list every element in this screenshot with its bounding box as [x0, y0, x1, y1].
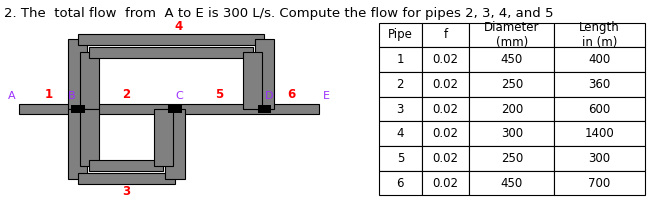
Text: C: C [176, 91, 183, 101]
Bar [68, 109, 87, 179]
Text: 4: 4 [175, 20, 183, 33]
Text: 6: 6 [288, 88, 295, 101]
Bar [165, 109, 185, 179]
Bar [80, 109, 99, 166]
Bar [89, 160, 163, 171]
Text: 5: 5 [216, 88, 224, 101]
Text: 2: 2 [122, 88, 130, 101]
Bar [78, 173, 175, 184]
Text: D: D [265, 91, 273, 101]
Bar [68, 39, 87, 109]
Bar [154, 109, 173, 166]
Bar [89, 47, 253, 58]
Bar [258, 105, 272, 113]
Bar [78, 34, 264, 45]
Bar [243, 52, 262, 109]
Text: E: E [323, 91, 330, 101]
Bar [80, 52, 99, 109]
Text: 3: 3 [122, 185, 130, 198]
Text: A: A [8, 91, 16, 101]
Text: 1: 1 [45, 88, 52, 101]
Text: B: B [68, 91, 76, 101]
Bar [71, 105, 84, 113]
Bar [255, 39, 274, 109]
Bar [19, 104, 319, 114]
Text: 2. The  total flow  from  A to E is 300 L/s. Compute the flow for pipes 2, 3, 4,: 2. The total flow from A to E is 300 L/s… [4, 7, 553, 20]
Bar [168, 105, 181, 113]
